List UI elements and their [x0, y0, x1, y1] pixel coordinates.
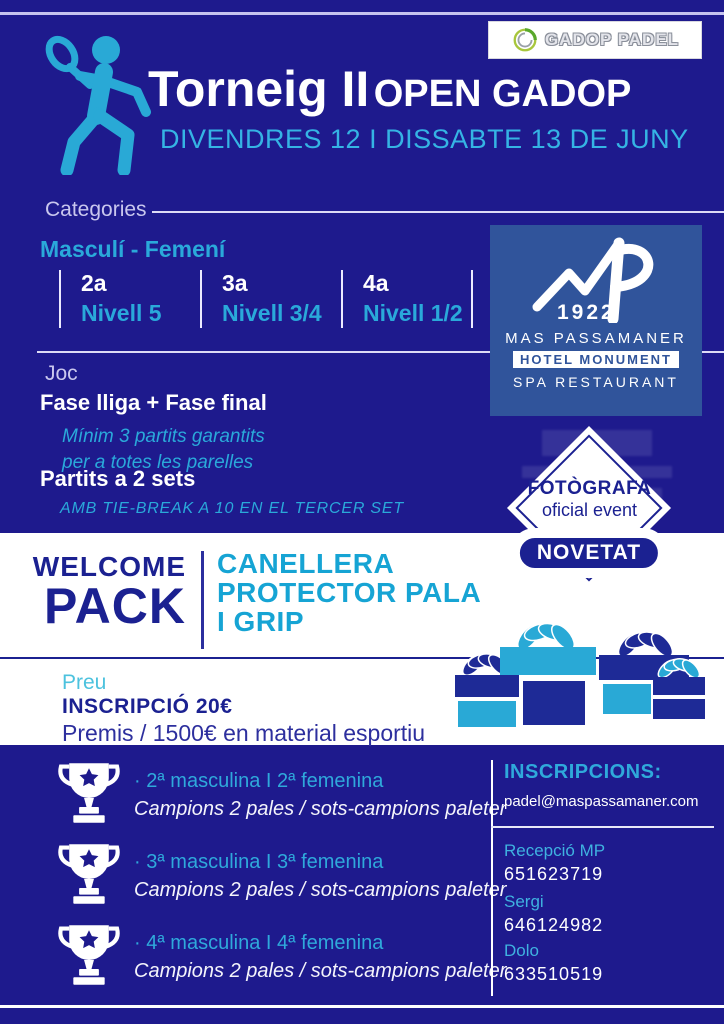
preu-premis: Premis / 1500€ en material esportiu — [62, 720, 426, 746]
top-accent-line — [0, 12, 724, 15]
inscriptions-heading: INSCRIPCIONS: — [504, 761, 662, 783]
sponsor-name: MAS PASSAMANER — [505, 330, 687, 347]
header-title-block: Torneig II OPEN GADOP DIVENDRES 12 I DIS… — [148, 64, 718, 155]
joc-rule — [37, 351, 724, 353]
category-level: Nivell 3/4 — [222, 300, 322, 326]
contact-phone: 646124982 — [504, 915, 604, 935]
contact-phone: 651623719 — [504, 864, 604, 884]
badge-line1: FOTÒGRAFA — [527, 478, 652, 499]
sponsor-tagline: SPA RESTAURANT — [513, 374, 679, 390]
gift-boxes-illustration — [455, 622, 705, 727]
gift-a — [455, 653, 519, 727]
joc-garantits-line2: per a totes les parelles — [62, 452, 254, 473]
welcome-pack-title: WELCOME PACK — [30, 551, 186, 631]
prize-title: · 2ª masculina I 2ª femenina — [134, 770, 384, 792]
category-level: Nivell 5 — [81, 300, 162, 326]
contact-name: Sergi — [504, 892, 544, 911]
trophy-icon — [58, 763, 120, 823]
category-grade: 4a — [363, 270, 389, 296]
contact-name: Recepció MP — [504, 841, 606, 860]
preu-rule — [0, 657, 724, 659]
sponsor-subtitle: HOTEL MONUMENT — [513, 351, 679, 368]
joc-partits: Partits a 2 sets — [40, 466, 196, 491]
joc-garantits-line1: Mínim 3 partits garantits — [62, 426, 265, 447]
prize-row: · 3ª masculina I 3ª femenina Campions 2 … — [56, 837, 506, 915]
novetat-badge: NOVETAT — [516, 535, 662, 571]
welcome-word: WELCOME — [32, 551, 186, 582]
preu-label: Preu — [62, 671, 107, 694]
prize-desc: Campions 2 pales / sots-campions paleter — [134, 879, 507, 901]
pack-word: PACK — [44, 578, 186, 634]
gift-d — [653, 658, 705, 719]
title-main: Torneig II — [148, 61, 370, 117]
contact-phone: 633510519 — [504, 964, 604, 984]
categories-list: 2a Nivell 5 3a Nivell 3/4 4a Nivell 1/2 — [59, 270, 473, 328]
category-grade: 3a — [222, 270, 248, 296]
pack-item-2: PROTECTOR PALA — [217, 577, 482, 608]
prize-desc: Campions 2 pales / sots-campions paleter — [134, 798, 507, 820]
brand-name: GADOP PADEL — [544, 30, 680, 49]
welcome-pack-section: WELCOME PACK CANELLERA PROTECTOR PALA I … — [0, 533, 724, 746]
title-sub: OPEN GADOP — [373, 73, 632, 115]
inscriptions-rule — [491, 826, 714, 828]
mp-monogram-icon: 1922 — [532, 237, 654, 325]
event-dates: DIVENDRES 12 I DISSABTE 13 DE JUNY — [160, 124, 689, 154]
gadop-logo-icon — [513, 28, 537, 52]
gift-b — [500, 622, 596, 725]
joc-fase: Fase lliga + Fase final — [40, 390, 267, 415]
welcome-pack-items: CANELLERA PROTECTOR PALA I GRIP — [217, 549, 481, 636]
categories-rule — [152, 211, 724, 213]
joc-tiebreak: AMB TIE-BREAK A 10 EN EL TERCER SET — [60, 500, 404, 517]
prize-desc: Campions 2 pales / sots-campions paleter — [134, 960, 507, 982]
page-title: Torneig II OPEN GADOP — [148, 64, 718, 114]
padel-player-icon — [45, 35, 151, 175]
categories-subtitle: Masculí - Femení — [40, 236, 226, 262]
mas-passamaner-logo: 1922 MAS PASSAMANER HOTEL MONUMENT SPA R… — [490, 225, 702, 416]
trophy-icon — [58, 844, 120, 904]
category-item: 4a Nivell 1/2 — [341, 270, 473, 328]
trophy-icon — [58, 925, 120, 985]
category-item: 3a Nivell 3/4 — [200, 270, 341, 328]
photographer-badge-text: FOTÒGRAFA oficial event — [517, 478, 662, 521]
pack-item-3: I GRIP — [217, 606, 305, 637]
joc-garantits: Mínim 3 partits garantits per a totes le… — [62, 424, 265, 476]
categories-label: Categories — [45, 198, 147, 221]
prize-row: · 4ª masculina I 4ª femenina Campions 2 … — [56, 918, 506, 996]
category-grade: 2a — [81, 270, 107, 296]
contact-name: Dolo — [504, 941, 539, 960]
prize-title: · 3ª masculina I 3ª femenina — [134, 851, 384, 873]
inscriptions-divider — [491, 760, 493, 996]
prize-row: · 2ª masculina I 2ª femenina Campions 2 … — [56, 756, 506, 834]
joc-label: Joc — [45, 362, 78, 385]
mp-year: 1922 — [557, 301, 616, 323]
welcome-pack-divider — [201, 551, 204, 649]
bottom-accent-line — [0, 1005, 724, 1008]
prize-title: · 4ª masculina I 4ª femenina — [134, 932, 384, 954]
preu-inscripcio: INSCRIPCIÓ 20€ — [62, 695, 233, 718]
badge-line2: oficial event — [541, 500, 638, 520]
pack-item-1: CANELLERA — [217, 548, 395, 579]
category-item: 2a Nivell 5 — [59, 270, 200, 328]
inscriptions-email[interactable]: padel@maspassamaner.com — [504, 793, 699, 810]
category-level: Nivell 1/2 — [363, 300, 463, 326]
gadop-padel-logo: GADOP PADEL — [488, 21, 702, 59]
